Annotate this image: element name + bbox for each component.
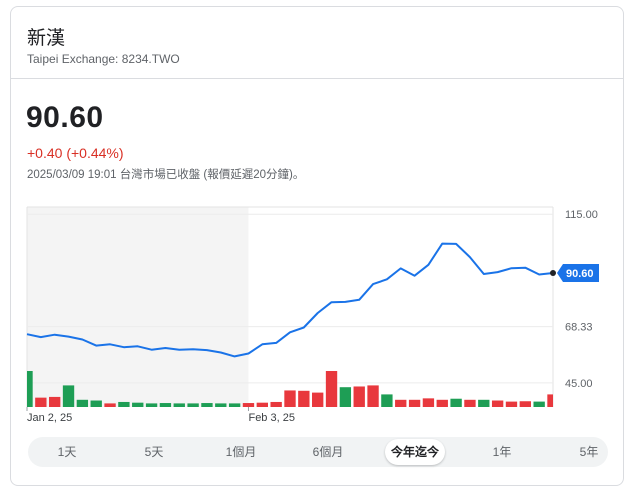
- range-tab-4[interactable]: 今年迄今: [384, 439, 446, 465]
- volume-bar: [367, 385, 379, 407]
- volume-bar: [187, 403, 199, 407]
- volume-bar: [173, 403, 185, 407]
- stock-name: 新漢: [27, 28, 66, 49]
- market-timestamp: 2025/03/09 19:01 台灣市場已收盤 (報價延遲20分鐘)。: [27, 169, 305, 181]
- volume-bar: [422, 398, 435, 407]
- volume-bar: [395, 399, 407, 407]
- y-tick-label: 115.00: [565, 209, 598, 221]
- volume-bar: [436, 399, 448, 407]
- price-line: [26, 242, 554, 358]
- volume-bar: [284, 390, 296, 407]
- volume-bar: [381, 394, 393, 407]
- volume-bar: [228, 403, 241, 407]
- volume-bar: [491, 400, 504, 407]
- volume-bar: [478, 399, 490, 407]
- volume-bar: [312, 392, 324, 407]
- current-price: 90.60: [26, 101, 104, 134]
- volume-bar: [464, 399, 476, 407]
- volume-bar: [104, 403, 116, 407]
- volume-bar: [145, 403, 158, 407]
- volume-bar: [505, 401, 518, 407]
- volume-bar: [242, 403, 255, 407]
- price-change: +0.40 (+0.44%): [27, 145, 124, 161]
- volume-bar: [547, 394, 553, 407]
- volume-bar: [519, 401, 531, 407]
- y-tick-label: 68.33: [565, 322, 593, 334]
- volume-bar: [27, 371, 33, 407]
- volume-bar: [353, 386, 365, 407]
- range-tab-2[interactable]: 1個月: [225, 445, 257, 459]
- stock-header: 新漢 Taipei Exchange: 8234.TWO: [11, 7, 623, 79]
- volume-bar: [132, 402, 144, 407]
- x-tick-label: Feb 3, 25: [248, 412, 294, 424]
- range-tab-3[interactable]: 6個月: [312, 445, 344, 459]
- volume-bar: [298, 390, 310, 407]
- volume-bar: [339, 387, 352, 407]
- volume-bar: [62, 385, 75, 407]
- volume-bar: [408, 399, 421, 407]
- range-tab-5[interactable]: 1年: [492, 445, 512, 459]
- volume-bar: [201, 403, 213, 407]
- volume-bar: [35, 397, 47, 407]
- volume-bar: [256, 402, 268, 407]
- stock-card: 新漢 Taipei Exchange: 8234.TWO 90.60 +0.40…: [10, 6, 624, 486]
- price-chart[interactable]: 115.00 68.33 45.00 Jan 2, 25 Feb 3, 25 90.60: [11, 197, 624, 427]
- current-price-tag: [557, 264, 599, 283]
- volume-bar: [450, 398, 462, 407]
- volume-bar: [76, 399, 89, 407]
- range-tab-1[interactable]: 5天: [144, 445, 164, 459]
- volume-bar: [270, 401, 282, 407]
- volume-bar: [215, 403, 227, 407]
- exchange-label: Taipei Exchange: 8234.TWO: [27, 52, 180, 66]
- volume-bar: [118, 401, 130, 407]
- volume-bar: [90, 400, 102, 407]
- chart-shaded-region: [27, 207, 249, 407]
- time-range-selector: 1天 5天 1個月 6個月 今年迄今 1年 5年: [28, 437, 608, 467]
- y-tick-label: 45.00: [565, 378, 593, 390]
- volume-bar: [159, 403, 172, 407]
- range-tab-6[interactable]: 5年: [579, 445, 599, 459]
- range-tab-0[interactable]: 1天: [57, 445, 77, 459]
- volume-bar: [325, 371, 338, 407]
- current-price-label: 90.60: [566, 268, 594, 280]
- x-tick-label: Jan 2, 25: [27, 412, 72, 424]
- current-price-dot: [550, 270, 556, 277]
- volume-bar: [49, 396, 61, 407]
- volume-bar: [533, 401, 545, 407]
